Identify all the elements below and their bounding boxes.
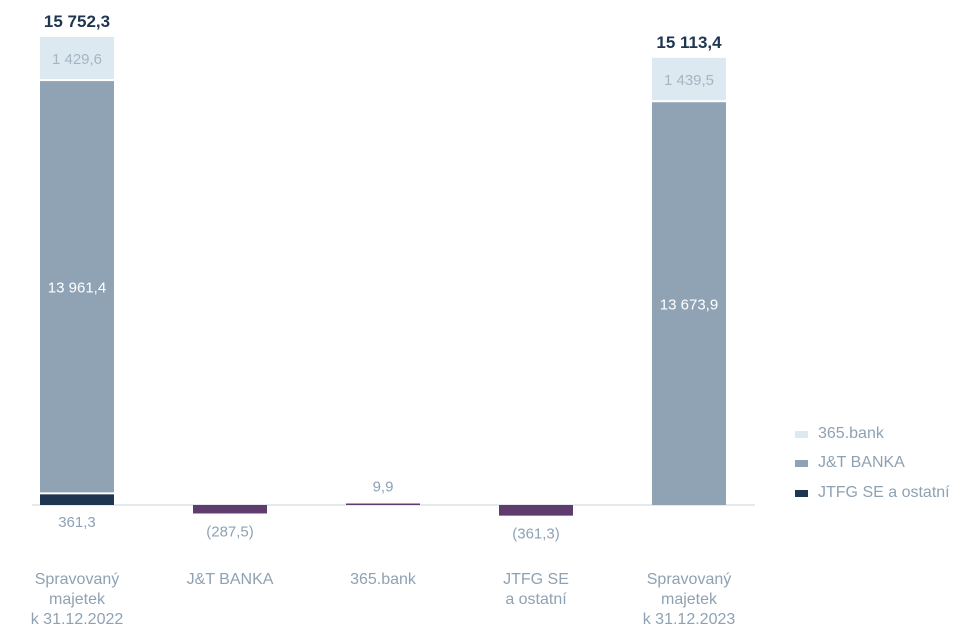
data-label-jt-banka: 13 961,4 [48, 280, 106, 297]
change-value-label: (361,3) [512, 526, 560, 543]
category-label: k 31.12.2022 [31, 611, 124, 628]
change-value-label: 9,9 [373, 479, 394, 496]
category-label: majetek [49, 591, 106, 608]
legend-swatch [795, 431, 808, 438]
data-label-jt-banka: 13 673,9 [660, 297, 718, 314]
category-label: 365.bank [350, 571, 417, 588]
change-bar-positive [346, 503, 420, 505]
change-value-label: (287,5) [206, 523, 254, 540]
legend-swatch [795, 490, 808, 497]
legend-label: 365.bank [818, 425, 885, 442]
category-label: majetek [661, 591, 718, 608]
bar-jt-banka-segment [652, 102, 726, 506]
change-bar-negative [193, 505, 267, 514]
legend-label: J&T BANKA [818, 454, 905, 471]
bar-jtfg-segment [40, 494, 114, 505]
data-label-365-bank: 1 429,6 [52, 51, 102, 68]
bar-jt-banka-segment [40, 81, 114, 493]
category-label: J&T BANKA [187, 571, 274, 588]
category-label: Spravovaný [647, 571, 732, 588]
change-bar-negative [499, 505, 573, 516]
category-label: k 31.12.2023 [643, 611, 736, 628]
legend-swatch [795, 460, 808, 467]
category-label: JTFG SE [503, 571, 569, 588]
data-label-jtfg: 361,3 [58, 514, 96, 531]
total-value-label: 15 113,4 [656, 33, 722, 52]
bar-365-bank-segment [40, 37, 114, 80]
category-label: Spravovaný [35, 571, 120, 588]
total-value-label: 15 752,3 [44, 12, 110, 31]
category-label: a ostatní [505, 591, 567, 608]
data-label-365-bank: 1 439,5 [664, 72, 714, 89]
bar-365-bank-segment [652, 57, 726, 101]
legend-label: JTFG SE a ostatní [818, 484, 950, 501]
